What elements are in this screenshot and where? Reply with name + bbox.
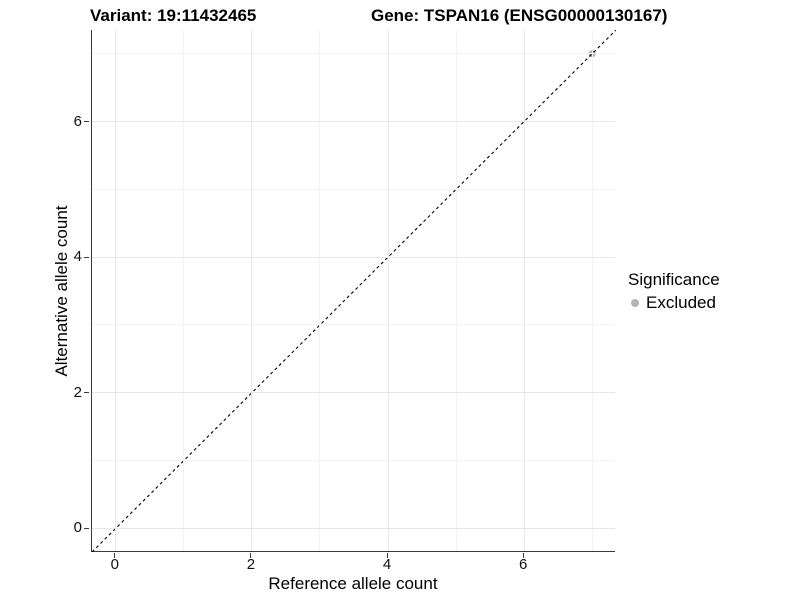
gridline-x-major: [251, 30, 253, 551]
gridline-y-minor: [92, 188, 615, 190]
gridline-y-major: [92, 527, 615, 529]
gridline-x-minor: [319, 30, 321, 551]
y-tick-label: 4: [73, 248, 82, 266]
gridline-x-minor: [591, 30, 593, 551]
y-tick-label: 0: [73, 519, 82, 537]
gridline-y-major: [92, 392, 615, 394]
plot-layer: [92, 30, 616, 552]
legend-point-icon: [631, 299, 639, 307]
x-tick-label: 6: [518, 556, 528, 573]
legend-entry-excluded: Excluded: [628, 293, 720, 313]
x-tick-label: 0: [110, 556, 119, 573]
gridline-x-major: [115, 30, 117, 551]
x-tick-label: 4: [382, 556, 392, 573]
gridline-x-major: [387, 30, 389, 551]
x-axis-title: Reference allele count: [268, 574, 438, 593]
x-tick-mark: [386, 553, 388, 558]
legend-title: Significance: [628, 270, 720, 289]
chart-title-variant: Variant: 19:11432465: [90, 6, 257, 25]
y-tick-mark: [84, 256, 89, 258]
gridline-y-major: [92, 256, 615, 258]
legend-entry-label: Excluded: [646, 293, 716, 312]
y-tick-mark: [84, 527, 89, 529]
gridline-x-minor: [183, 30, 185, 551]
x-tick-mark: [250, 553, 252, 558]
y-tick-mark: [84, 392, 89, 394]
y-tick-label: 6: [73, 112, 82, 130]
y-axis-title: Alternative allele count: [52, 205, 71, 377]
gridline-y-major: [92, 121, 615, 123]
plot-panel: [91, 30, 616, 552]
legend: Significance Excluded: [628, 270, 720, 313]
identity-dashed-line: [92, 30, 616, 552]
gridline-x-major: [523, 30, 525, 551]
gridline-y-minor: [92, 324, 615, 326]
y-tick-mark: [84, 121, 89, 123]
x-tick-mark: [114, 553, 116, 558]
gridline-y-minor: [92, 459, 615, 461]
gridline-y-minor: [92, 53, 615, 55]
x-tick-label: 2: [246, 556, 256, 573]
x-tick-mark: [522, 553, 524, 558]
gridline-x-minor: [455, 30, 457, 551]
y-tick-label: 2: [73, 383, 82, 401]
chart-title-gene: Gene: TSPAN16 (ENSG00000130167): [371, 6, 668, 25]
